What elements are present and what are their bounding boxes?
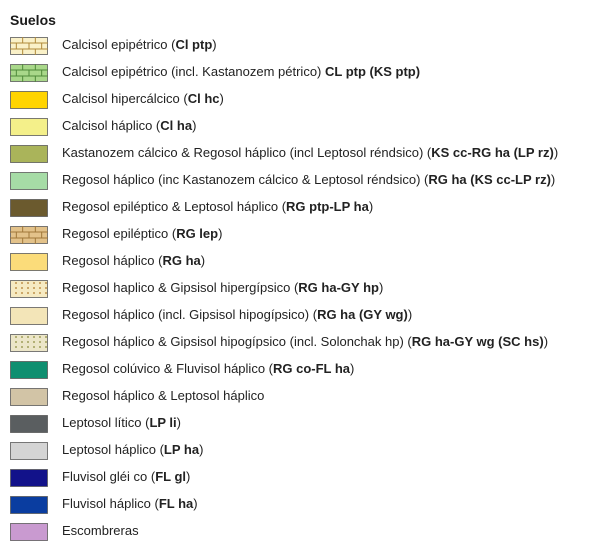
legend-list: Calcisol epipétrico (Cl ptp) Calcisol ep… xyxy=(10,32,590,545)
legend-row: Kastanozem cálcico & Regosol háplico (in… xyxy=(10,140,590,167)
legend-swatch xyxy=(10,37,48,55)
legend-swatch xyxy=(10,64,48,82)
legend-label: Kastanozem cálcico & Regosol háplico (in… xyxy=(62,145,558,161)
legend-row: Regosol epiléptico & Leptosol háplico (R… xyxy=(10,194,590,221)
legend-title: Suelos xyxy=(10,12,590,28)
legend-swatch xyxy=(10,226,48,244)
legend-swatch xyxy=(10,145,48,163)
legend-swatch xyxy=(10,469,48,487)
legend-swatch xyxy=(10,415,48,433)
legend-swatch xyxy=(10,118,48,136)
legend-row: Fluvisol háplico (FL ha) xyxy=(10,491,590,518)
legend-label: Fluvisol gléi co (FL gl) xyxy=(62,469,190,485)
legend-label: Escombreras xyxy=(62,523,139,539)
legend-row: Escombreras xyxy=(10,518,590,545)
legend-swatch xyxy=(10,280,48,298)
legend-row: Regosol háplico (RG ha) xyxy=(10,248,590,275)
legend-swatch xyxy=(10,334,48,352)
legend-row: Regosol colúvico & Fluvisol háplico (RG … xyxy=(10,356,590,383)
legend-swatch xyxy=(10,523,48,541)
legend-swatch xyxy=(10,199,48,217)
legend-swatch xyxy=(10,388,48,406)
legend-row: Calcisol epipétrico (incl. Kastanozem pé… xyxy=(10,59,590,86)
legend-label: Regosol háplico (incl. Gipsisol hipogíps… xyxy=(62,307,412,323)
legend-row: Calcisol epipétrico (Cl ptp) xyxy=(10,32,590,59)
legend-label: Calcisol háplico (Cl ha) xyxy=(62,118,196,134)
legend-row: Regosol háplico & Leptosol háplico xyxy=(10,383,590,410)
legend-label: Calcisol hipercálcico (Cl hc) xyxy=(62,91,224,107)
legend-row: Calcisol hipercálcico (Cl hc) xyxy=(10,86,590,113)
legend-swatch xyxy=(10,442,48,460)
legend-label: Calcisol epipétrico (incl. Kastanozem pé… xyxy=(62,64,420,80)
legend-label: Regosol epiléptico (RG lep) xyxy=(62,226,222,242)
legend-label: Regosol epiléptico & Leptosol háplico (R… xyxy=(62,199,373,215)
legend-row: Leptosol lítico (LP li) xyxy=(10,410,590,437)
legend-row: Regosol háplico (inc Kastanozem cálcico … xyxy=(10,167,590,194)
legend-row: Regosol haplico & Gipsisol hipergípsico … xyxy=(10,275,590,302)
legend-row: Regosol epiléptico (RG lep) xyxy=(10,221,590,248)
legend-row: Regosol háplico & Gipsisol hipogípsico (… xyxy=(10,329,590,356)
legend-label: Regosol háplico & Leptosol háplico xyxy=(62,388,264,404)
legend-swatch xyxy=(10,361,48,379)
legend-label: Calcisol epipétrico (Cl ptp) xyxy=(62,37,217,53)
legend-swatch xyxy=(10,307,48,325)
legend-label: Leptosol lítico (LP li) xyxy=(62,415,181,431)
legend-row: Leptosol háplico (LP ha) xyxy=(10,437,590,464)
legend-row: Regosol háplico (incl. Gipsisol hipogíps… xyxy=(10,302,590,329)
legend-row: Calcisol háplico (Cl ha) xyxy=(10,113,590,140)
legend-swatch xyxy=(10,253,48,271)
legend-swatch xyxy=(10,172,48,190)
legend-row: Fluvisol gléi co (FL gl) xyxy=(10,464,590,491)
legend-label: Regosol háplico (inc Kastanozem cálcico … xyxy=(62,172,555,188)
legend-label: Leptosol háplico (LP ha) xyxy=(62,442,203,458)
legend-label: Regosol haplico & Gipsisol hipergípsico … xyxy=(62,280,383,296)
legend-label: Regosol háplico & Gipsisol hipogípsico (… xyxy=(62,334,548,350)
legend-label: Fluvisol háplico (FL ha) xyxy=(62,496,198,512)
legend-swatch xyxy=(10,91,48,109)
legend-swatch xyxy=(10,496,48,514)
legend-label: Regosol háplico (RG ha) xyxy=(62,253,205,269)
legend-label: Regosol colúvico & Fluvisol háplico (RG … xyxy=(62,361,354,377)
